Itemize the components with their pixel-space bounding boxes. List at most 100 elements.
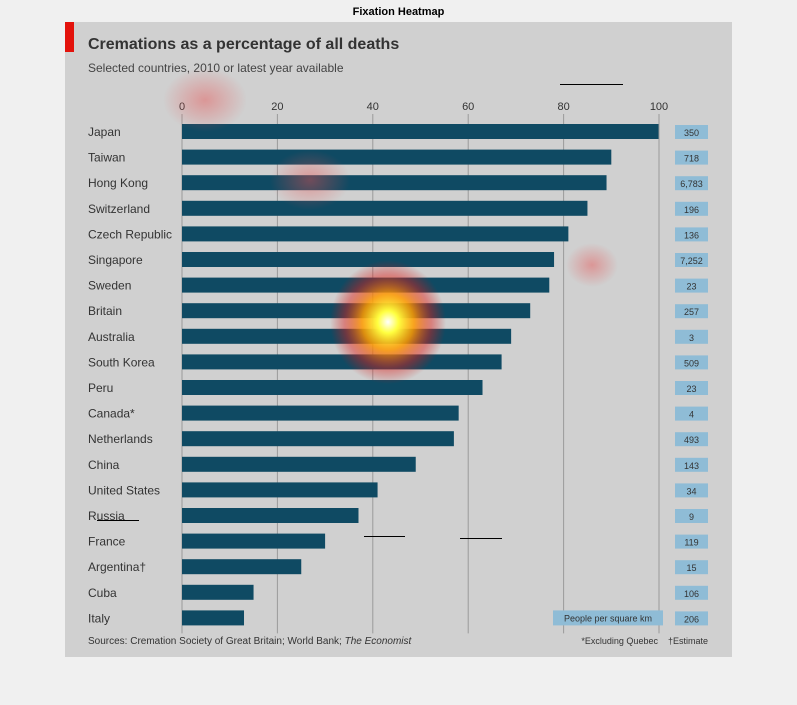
source-publication: The Economist — [344, 636, 412, 647]
density-box — [675, 253, 708, 267]
figure-title: Fixation Heatmap — [352, 6, 445, 18]
category-label: Hong Kong — [88, 176, 148, 190]
x-tick-label: 80 — [557, 101, 569, 113]
density-value: 23 — [686, 282, 696, 292]
density-value: 493 — [684, 435, 699, 445]
density-value: 23 — [686, 384, 696, 394]
bar — [182, 200, 588, 216]
bar — [182, 328, 512, 344]
category-label: United States — [88, 483, 160, 497]
chart-title: Cremations as a percentage of all deaths — [88, 36, 400, 53]
bar — [182, 559, 302, 575]
category-label: Czech Republic — [88, 227, 172, 241]
bar — [182, 456, 416, 472]
bar — [182, 252, 555, 267]
footnote-quebec: *Excluding Quebec — [581, 636, 658, 646]
gaze-line-4 — [460, 538, 502, 539]
density-value: 136 — [684, 230, 699, 240]
density-value: 7,252 — [680, 256, 703, 266]
density-value: 350 — [684, 128, 699, 138]
source-text: Sources: Cremation Society of Great Brit… — [88, 636, 342, 647]
x-tick-label: 40 — [367, 101, 379, 113]
category-label: Singapore — [88, 253, 143, 267]
category-label: Britain — [88, 304, 122, 318]
category-label: China — [88, 458, 120, 472]
x-tick-label: 100 — [650, 101, 668, 113]
gaze-line-2 — [97, 520, 139, 521]
bar — [182, 277, 550, 293]
x-tick-label: 20 — [271, 101, 283, 113]
category-label: Cuba — [88, 586, 117, 600]
bar — [182, 380, 483, 395]
category-label: Russia — [88, 509, 125, 523]
red-accent-tab — [65, 22, 74, 52]
density-box — [675, 176, 708, 191]
category-label: Japan — [88, 125, 121, 139]
footnote-estimate: †Estimate — [667, 636, 708, 646]
density-box — [675, 560, 708, 575]
density-box — [675, 585, 708, 600]
density-box — [675, 457, 708, 472]
category-label: Taiwan — [88, 151, 125, 165]
x-tick-label: 60 — [462, 101, 474, 113]
density-value: 206 — [684, 614, 699, 624]
bar — [182, 431, 454, 447]
density-value: 34 — [686, 486, 696, 496]
chart-panel: Cremations as a percentage of all deaths… — [65, 22, 732, 657]
density-box — [675, 304, 708, 319]
category-label: France — [88, 535, 126, 549]
x-tick-label: 0 — [179, 101, 185, 113]
gaze-line-1 — [560, 84, 623, 85]
category-label: Italy — [88, 611, 110, 625]
category-label: Netherlands — [88, 432, 153, 446]
bar — [182, 482, 378, 498]
bar — [182, 303, 531, 319]
density-box — [675, 329, 708, 344]
density-value: 119 — [684, 538, 698, 548]
bar-chart: 0 20 40 60 80 100 Japan 350 Taiwan 718 Hong Kong 6,… — [88, 101, 708, 634]
gaze-line-3 — [364, 536, 405, 537]
category-label: Switzerland — [88, 202, 150, 216]
density-legend-box — [553, 610, 663, 626]
density-value: 6,783 — [680, 179, 703, 189]
density-value: 718 — [684, 154, 699, 164]
bar — [182, 584, 254, 600]
source-note: Sources: Cremation Society of Great Brit… — [88, 636, 411, 647]
density-box — [675, 611, 708, 626]
density-value: 4 — [689, 410, 694, 420]
density-legend-label: People per square km — [564, 613, 652, 623]
bar — [182, 533, 326, 549]
density-box — [675, 381, 708, 395]
bar — [182, 354, 502, 370]
density-box — [675, 432, 708, 447]
density-box — [675, 150, 708, 165]
density-box — [675, 201, 708, 216]
density-value: 9 — [689, 512, 694, 522]
density-box — [675, 278, 708, 293]
density-box — [675, 125, 708, 139]
category-label: South Korea — [88, 355, 155, 369]
density-box — [675, 227, 708, 242]
category-label: Sweden — [88, 279, 131, 293]
density-box — [675, 483, 708, 498]
bar — [182, 508, 359, 523]
bar — [182, 149, 612, 165]
bar — [182, 405, 459, 421]
bar — [182, 610, 245, 626]
density-box — [675, 406, 708, 421]
density-value: 106 — [684, 589, 699, 599]
density-value: 509 — [684, 358, 699, 368]
category-label: Argentina† — [88, 560, 146, 574]
density-box — [675, 534, 708, 549]
category-label: Canada* — [88, 407, 135, 421]
density-box — [675, 355, 708, 370]
density-value: 257 — [684, 307, 699, 317]
bar — [182, 226, 569, 242]
density-value: 143 — [684, 461, 699, 471]
density-box — [675, 509, 708, 523]
density-value: 196 — [684, 205, 699, 215]
bar — [182, 175, 607, 191]
category-label: Australia — [88, 330, 135, 344]
density-value: 15 — [686, 563, 696, 573]
category-label: Peru — [88, 381, 113, 395]
